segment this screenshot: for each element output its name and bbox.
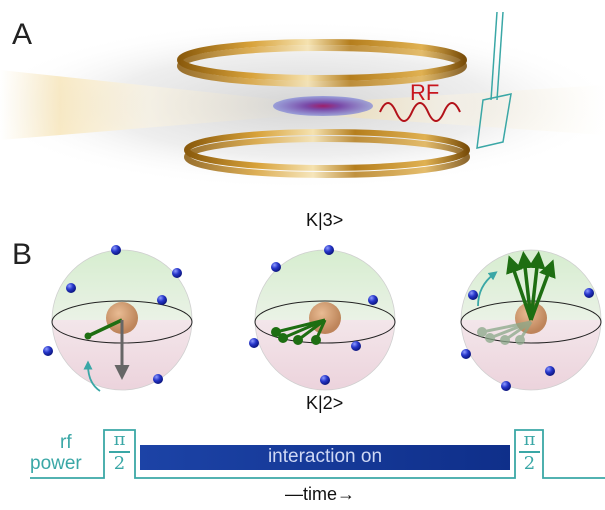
rf-power-trace (30, 429, 605, 479)
interaction-bar (140, 445, 510, 470)
atoms (461, 288, 594, 391)
sphere-3 (460, 249, 602, 391)
state-bottom-label: K|2> (306, 393, 344, 413)
atoms (43, 245, 182, 384)
rotated-spin-vectors (506, 251, 556, 321)
interaction-label: interaction on (267, 446, 383, 467)
panel-a-label: A (12, 18, 33, 51)
rotation-arrow (477, 271, 498, 307)
pulse-denominator: 2 (523, 452, 536, 474)
bottom-coil (184, 129, 470, 178)
pulse-sequence (30, 429, 605, 479)
ghost-vectors (477, 320, 533, 345)
core (106, 302, 138, 334)
pulse-numerator: π (523, 429, 536, 450)
spin-vectors (271, 318, 327, 345)
sphere-1 (43, 245, 193, 392)
pulse-numerator: π (113, 429, 126, 450)
laser-beam-left (0, 70, 300, 140)
fraction-bar (109, 451, 130, 453)
rotation-arrow (83, 360, 101, 392)
pulse-fraction-left: π 2 (106, 430, 133, 474)
atom-cloud (273, 96, 373, 116)
rf-label: RF (410, 80, 440, 105)
panel-a-illustration (0, 11, 605, 190)
atoms (249, 245, 378, 385)
spin-tip (84, 332, 92, 340)
fraction-bar (519, 451, 540, 453)
rf-antenna (476, 11, 512, 149)
pulse-denominator: 2 (113, 452, 126, 474)
state-top-label: K|3> (306, 210, 344, 230)
spin-vector (87, 318, 123, 338)
pulse-fraction-right: π 2 (516, 430, 543, 474)
time-axis-label: —time→ (284, 484, 355, 504)
panel-b-label: B (12, 238, 33, 271)
equator (254, 300, 396, 344)
rf-label: rf (60, 432, 72, 453)
top-coil (177, 39, 467, 87)
power-label: power (30, 453, 82, 474)
sphere-2 (249, 245, 396, 391)
laser-beam-right (300, 85, 605, 135)
rf-wave (379, 102, 461, 122)
equator (460, 300, 602, 344)
